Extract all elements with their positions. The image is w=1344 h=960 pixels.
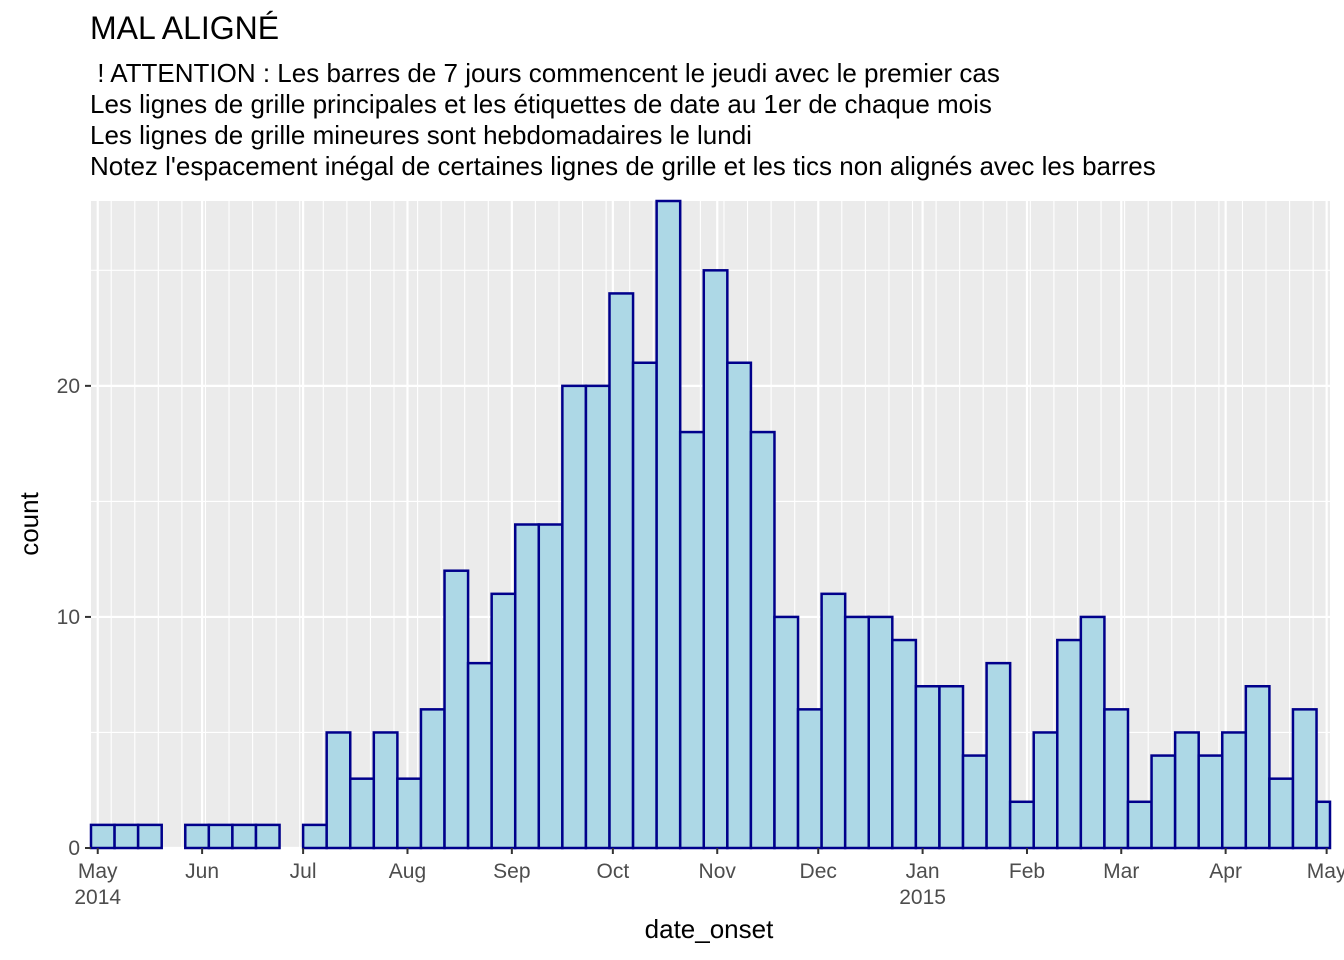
bar (584, 384, 611, 850)
subtitle-line: Notez l'espacement inégal de certaines l… (90, 151, 1156, 181)
bar (938, 685, 965, 850)
bar (396, 777, 423, 850)
bar (1103, 708, 1130, 850)
bar (89, 823, 116, 850)
chart-subtitle: ! ATTENTION : Les barres de 7 jours comm… (90, 58, 1330, 182)
bar (702, 269, 729, 850)
bar (655, 199, 682, 850)
bar (113, 823, 140, 850)
bar (207, 823, 234, 850)
bar (1126, 800, 1153, 850)
bar (537, 523, 564, 850)
bar (1079, 615, 1106, 850)
bar (254, 823, 281, 850)
x-tick-label: Mar (1103, 860, 1139, 883)
bar (1056, 638, 1083, 850)
bar (985, 661, 1012, 850)
bar (325, 731, 352, 850)
bar (301, 823, 328, 850)
y-axis-title: count (14, 491, 44, 555)
x-tick-label: Jul (290, 860, 317, 883)
bar (561, 384, 588, 850)
y-tick-label: 20 (57, 375, 80, 398)
x-tick-year-label: 2015 (899, 886, 946, 909)
bar (1173, 731, 1200, 850)
bar (631, 361, 658, 850)
bar (843, 615, 870, 850)
bar (348, 777, 376, 850)
x-tick-label: Nov (699, 860, 737, 883)
bar (466, 661, 493, 850)
x-tick-label: May (78, 860, 118, 883)
subtitle-line: Les lignes de grille principales et les … (90, 89, 992, 119)
bar (1032, 731, 1059, 850)
bar (136, 823, 163, 850)
y-axis: 0 10 20 (57, 375, 91, 860)
bar (796, 708, 823, 850)
bar (726, 361, 753, 850)
bar (443, 569, 470, 850)
bar (1221, 731, 1248, 850)
chart-title: MAL ALIGNÉ (90, 10, 280, 46)
x-tick-label: Jan (906, 860, 940, 883)
bar (1268, 777, 1295, 850)
x-tick-label: Sep (493, 860, 530, 883)
x-axis: May 2014 Jun Jul Aug Sep Oct Nov Dec Jan 2015 Feb Ma… (74, 848, 1344, 909)
y-tick-label: 10 (57, 606, 80, 629)
bar (231, 823, 258, 850)
bar (372, 731, 399, 850)
y-tick-label: 0 (68, 837, 80, 860)
x-tick-label: Jun (185, 860, 219, 883)
bar (1244, 685, 1271, 850)
subtitle-line: Les lignes de grille mineures sont hebdo… (90, 120, 752, 150)
bar (1197, 754, 1224, 850)
x-axis-title: date_onset (645, 914, 774, 944)
x-tick-label: Feb (1009, 860, 1045, 883)
bar (1150, 754, 1177, 850)
bar (867, 615, 894, 850)
bar (1315, 800, 1332, 850)
bar (891, 638, 918, 850)
bar (419, 708, 446, 850)
bar (184, 823, 211, 850)
x-tick-label: Apr (1209, 860, 1242, 883)
bar (608, 292, 635, 850)
bar (773, 615, 800, 850)
bar (1291, 708, 1318, 850)
x-tick-label: Dec (800, 860, 837, 883)
bar (513, 523, 541, 850)
x-tick-label: Oct (597, 860, 630, 883)
bar (914, 685, 941, 850)
bars (89, 199, 1332, 850)
bar (749, 430, 776, 850)
x-tick-label: Aug (389, 860, 426, 883)
bar (678, 430, 706, 850)
x-tick-label: May (1307, 860, 1344, 883)
bar (961, 754, 988, 850)
bar (1008, 800, 1035, 850)
subtitle-line: ! ATTENTION : Les barres de 7 jours comm… (90, 58, 1000, 88)
bar (820, 592, 847, 850)
x-tick-year-label: 2014 (74, 886, 121, 909)
bar (490, 592, 517, 850)
